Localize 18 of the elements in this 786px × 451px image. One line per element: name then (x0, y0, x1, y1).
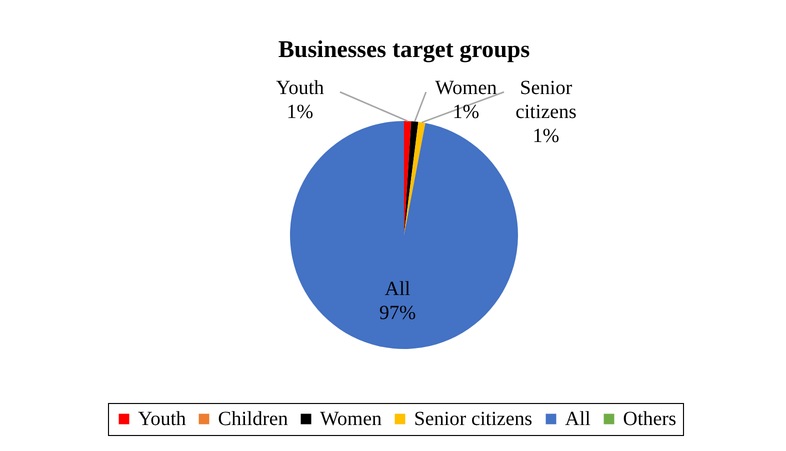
legend-label: Children (218, 408, 288, 430)
slice-label: Youth (276, 77, 324, 99)
slice-label: Senior citizens (515, 77, 577, 123)
legend-label: Youth (138, 408, 186, 430)
legend-label: Women (320, 408, 382, 430)
data-label: 1% (532, 125, 560, 147)
pie-slice (404, 122, 426, 235)
legend-label: Senior citizens (414, 408, 533, 430)
data-label: 97% (379, 302, 416, 324)
pie-slice (290, 121, 518, 349)
legend-label: All (565, 408, 591, 430)
legend-label: Others (623, 408, 677, 430)
data-label: 1% (286, 101, 314, 123)
pie-slice (404, 121, 418, 235)
slice-label: All (384, 278, 411, 300)
data-label: 1% (452, 101, 480, 123)
slice-label: Women (435, 77, 497, 99)
chart-title: Businesses target groups (278, 37, 530, 63)
